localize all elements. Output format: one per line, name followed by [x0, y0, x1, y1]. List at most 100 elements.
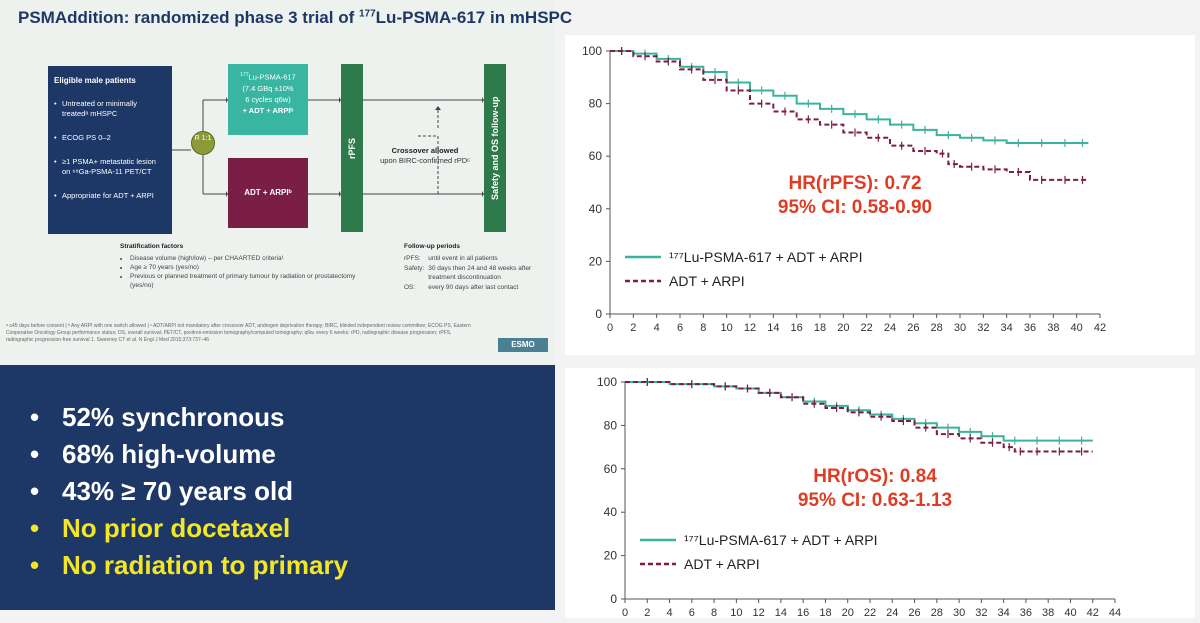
x-tick-label: 38 [1047, 322, 1059, 334]
y-tick-label: 40 [604, 505, 618, 519]
y-tick-label: 60 [589, 149, 603, 163]
design-arrows [172, 97, 484, 197]
rpfs-bar: rPFS [341, 64, 363, 232]
randomization-circle: R 1:1 [191, 131, 215, 155]
x-tick-label: 22 [864, 607, 876, 618]
legend-label: ¹⁷⁷Lu-PSMA-617 + ADT + ARPI [684, 532, 878, 548]
stratification-factors: Stratification factors Disease volume (h… [120, 242, 360, 290]
hazard-ratio-annotation: 95% CI: 0.58-0.90 [778, 197, 932, 218]
km-curve-control [610, 50, 1089, 181]
x-tick-label: 8 [700, 322, 706, 334]
km-curve-control [625, 381, 1093, 453]
x-tick-label: 10 [721, 322, 733, 334]
eligibility-item: Appropriate for ADT + ARPI [54, 191, 164, 201]
eligibility-item: ≥1 PSMA+ metastatic lesion on ⁶⁸Ga-PSMA-… [54, 157, 164, 177]
arm-lu-psma: 177Lu-PSMA-617 (7.4 GBq ±10% 6 cycles q6… [228, 64, 308, 135]
y-tick-label: 40 [589, 202, 603, 216]
x-tick-label: 18 [819, 607, 831, 618]
x-tick-label: 34 [1001, 322, 1013, 334]
x-tick-label: 30 [954, 322, 966, 334]
x-tick-label: 30 [953, 607, 965, 618]
highlight-item: 52% synchronous [30, 399, 348, 436]
x-tick-label: 42 [1094, 322, 1106, 334]
y-tick-label: 100 [582, 44, 602, 58]
x-tick-label: 26 [907, 322, 919, 334]
x-tick-label: 2 [630, 322, 636, 334]
x-tick-label: 42 [1087, 607, 1099, 618]
os-km-chart: 0 20 40 60 80 100 0 2 4 6 8 10 12 14 16 18 20 22 24 26 28 30 3… [565, 368, 1195, 619]
highlight-item: 43% ≥ 70 years old [30, 473, 348, 510]
rpfs-km-chart: 0 20 40 60 80 100 0 2 4 6 8 10 12 14 16 18 20 22 24 26 28 30 3… [565, 35, 1195, 355]
x-tick-label: 10 [730, 607, 742, 618]
esmo-logo: ESMO [498, 338, 548, 352]
slide-title: PSMAddition: randomized phase 3 trial of… [18, 8, 573, 27]
y-tick-label: 60 [604, 462, 618, 476]
highlight-item: 68% high-volume [30, 436, 348, 473]
x-tick-label: 26 [908, 607, 920, 618]
x-tick-label: 4 [666, 607, 672, 618]
x-tick-label: 18 [814, 322, 826, 334]
strat-item: Disease volume (high/low) – per CHAARTED… [130, 254, 360, 263]
x-tick-label: 44 [1109, 607, 1121, 618]
y-tick-label: 20 [604, 549, 618, 563]
x-tick-label: 12 [753, 607, 765, 618]
hazard-ratio-annotation: HR(rPFS): 0.72 [788, 173, 921, 194]
highlights-panel: 52% synchronous68% high-volume43% ≥ 70 y… [0, 365, 555, 610]
eligibility-item: Untreated or minimally treatedᵃ mHSPC [54, 99, 164, 119]
y-tick-label: 0 [610, 592, 617, 606]
x-tick-label: 2 [644, 607, 650, 618]
x-tick-label: 28 [931, 607, 943, 618]
x-tick-label: 36 [1020, 607, 1032, 618]
y-tick-label: 100 [597, 375, 617, 389]
x-tick-label: 16 [791, 322, 803, 334]
x-tick-label: 24 [886, 607, 898, 618]
crossover-note: Crossover allowed upon BIRC-confirmed rPD… [380, 146, 470, 165]
x-tick-label: 14 [767, 322, 779, 334]
x-tick-label: 8 [711, 607, 717, 618]
x-tick-label: 24 [884, 322, 896, 334]
arm-control: ADT + ARPIᵇ [228, 158, 308, 228]
km-curve-lu-psma [625, 381, 1093, 442]
legend-label: ¹⁷⁷Lu-PSMA-617 + ADT + ARPI [669, 249, 863, 265]
x-tick-label: 34 [998, 607, 1010, 618]
x-tick-label: 32 [977, 322, 989, 334]
y-tick-label: 80 [589, 97, 603, 111]
x-tick-label: 12 [744, 322, 756, 334]
x-tick-label: 22 [861, 322, 873, 334]
x-tick-label: 0 [607, 322, 613, 334]
y-tick-label: 20 [589, 254, 603, 268]
strat-item: Previous or planned treatment of primary… [130, 272, 360, 290]
km-curve-lu-psma [610, 50, 1089, 145]
x-tick-label: 28 [931, 322, 943, 334]
y-tick-label: 80 [604, 418, 618, 432]
x-tick-label: 16 [797, 607, 809, 618]
y-tick-label: 0 [595, 307, 602, 321]
trial-design-slide: PSMAddition: randomized phase 3 trial of… [0, 0, 572, 375]
x-tick-label: 40 [1064, 607, 1076, 618]
strat-item: Age ≥ 70 years (yes/no) [130, 263, 360, 272]
x-tick-label: 4 [654, 322, 660, 334]
followup-periods: Follow-up periods rPFS: until event in al… [404, 243, 532, 291]
x-tick-label: 14 [775, 607, 787, 618]
legend-label: ADT + ARPI [669, 273, 745, 289]
x-tick-label: 36 [1024, 322, 1036, 334]
x-tick-label: 20 [837, 322, 849, 334]
hazard-ratio-annotation: HR(rOS): 0.84 [813, 466, 937, 487]
eligibility-heading: Eligible male patients [54, 76, 136, 85]
x-tick-label: 32 [975, 607, 987, 618]
x-tick-label: 38 [1042, 607, 1054, 618]
legend-label: ADT + ARPI [684, 556, 760, 572]
x-tick-label: 0 [622, 607, 628, 618]
hazard-ratio-annotation: 95% CI: 0.63-1.13 [798, 490, 952, 511]
eligibility-box: Eligible male patients Untreated or mini… [48, 66, 172, 234]
x-tick-label: 20 [842, 607, 854, 618]
highlight-item: No radiation to primary [30, 547, 348, 584]
safety-os-bar: Safety and OS follow-up [484, 64, 506, 232]
eligibility-item: ECOG PS 0–2 [54, 133, 164, 143]
x-tick-label: 6 [689, 607, 695, 618]
footnote: ᵃ ≤45 days before consent | ᵇ Any ARPI w… [6, 323, 471, 343]
highlight-item: No prior docetaxel [30, 510, 348, 547]
x-tick-label: 6 [677, 322, 683, 334]
